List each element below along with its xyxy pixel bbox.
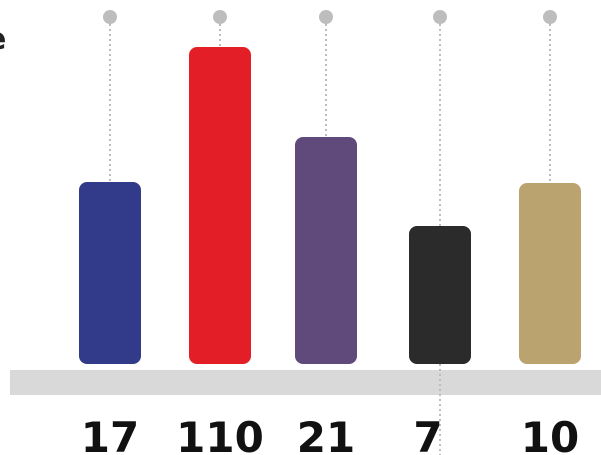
stem-marker-5 — [543, 10, 557, 24]
bar-1 — [79, 182, 141, 364]
bar-3 — [295, 137, 357, 364]
bar-2 — [189, 47, 251, 364]
stem-layer — [103, 10, 557, 226]
stem-marker-2 — [213, 10, 227, 24]
value-label-3: 21 — [297, 413, 355, 455]
value-label-layer: 17 110 21 7 10 — [81, 413, 579, 455]
cropped-heading-fragment: e — [0, 22, 6, 57]
bar-4 — [409, 226, 471, 364]
stem-marker-3 — [319, 10, 333, 24]
stem-marker-1 — [103, 10, 117, 24]
stem-marker-4 — [433, 10, 447, 24]
value-label-2: 110 — [176, 413, 264, 455]
value-label-1: 17 — [81, 413, 139, 455]
value-label-5: 10 — [521, 413, 579, 455]
baseline-band — [10, 370, 601, 395]
bar-5 — [519, 183, 581, 364]
value-label-4: 7 — [413, 413, 442, 455]
bar-layer — [79, 47, 581, 364]
